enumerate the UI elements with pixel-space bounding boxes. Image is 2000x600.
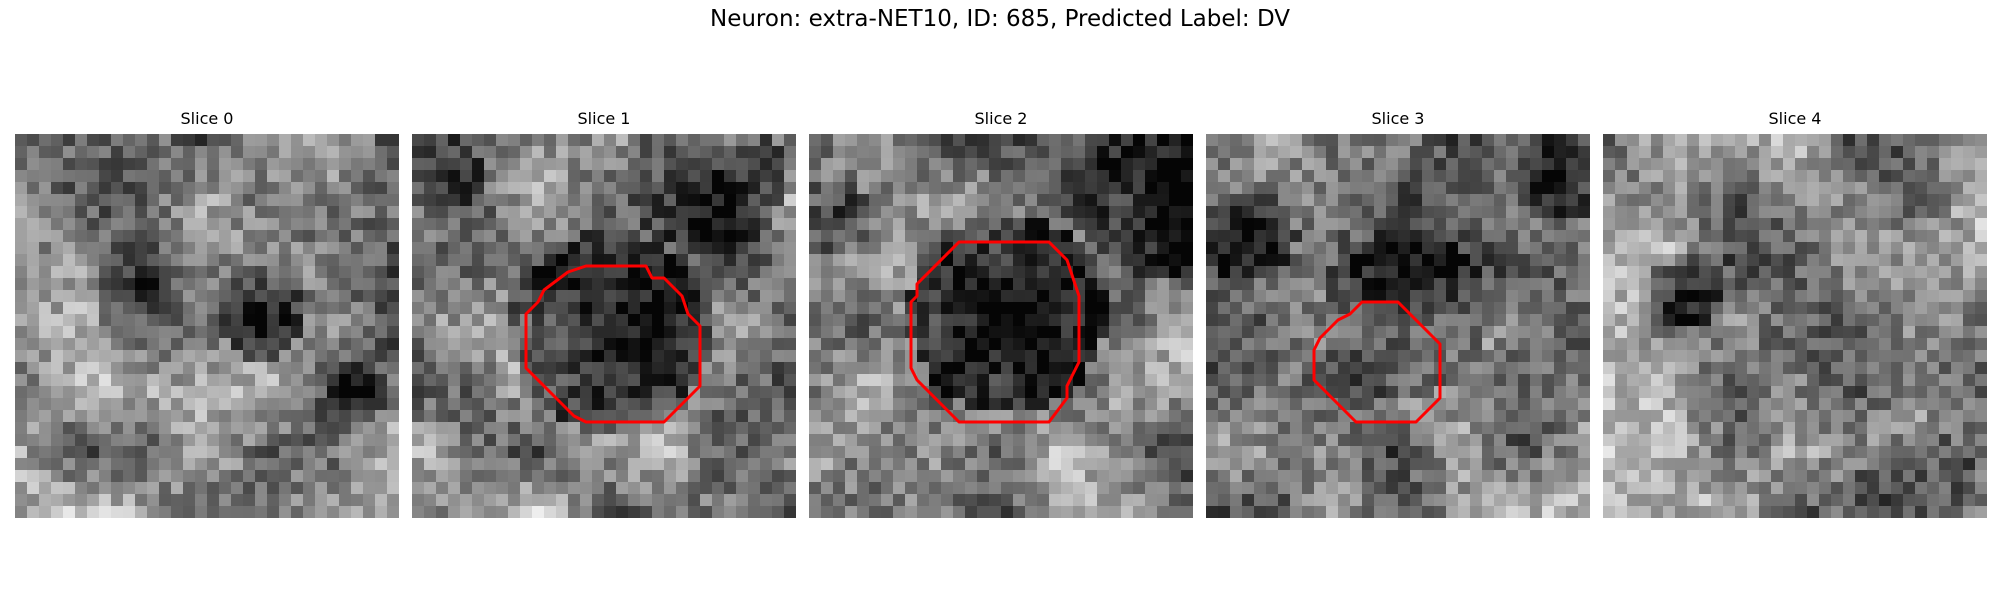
slice-panel-1: Slice 1 <box>412 108 796 520</box>
slice-title: Slice 1 <box>577 109 631 128</box>
slice-image <box>809 134 1193 518</box>
roi-contour <box>524 264 702 424</box>
slice-image <box>1206 134 1590 518</box>
slice-title: Slice 0 <box>180 109 234 128</box>
roi-contour <box>909 240 1081 424</box>
slice-title: Slice 3 <box>1371 109 1425 128</box>
grayscale-image <box>1603 134 1987 518</box>
slice-title: Slice 4 <box>1768 109 1822 128</box>
slice-image <box>412 134 796 518</box>
slice-title: Slice 2 <box>974 109 1028 128</box>
pixel-grid <box>412 134 796 518</box>
figure-title: Neuron: extra-NET10, ID: 685, Predicted … <box>710 6 1290 32</box>
slice-panel-3: Slice 3 <box>1206 108 1590 520</box>
grayscale-image <box>809 134 1193 518</box>
pixel-grid <box>809 134 1193 518</box>
roi-contour <box>1312 300 1442 424</box>
slice-panel-2: Slice 2 <box>809 108 1193 520</box>
slice-image <box>1603 134 1987 518</box>
slice-image <box>15 134 399 518</box>
slice-panel-4: Slice 4 <box>1603 108 1987 520</box>
grayscale-image <box>412 134 796 518</box>
pixel-grid <box>1603 134 1987 518</box>
pixel-grid <box>15 134 399 518</box>
grayscale-image <box>1206 134 1590 518</box>
slice-panel-0: Slice 0 <box>15 108 399 520</box>
grayscale-image <box>15 134 399 518</box>
pixel-grid <box>1206 134 1590 518</box>
